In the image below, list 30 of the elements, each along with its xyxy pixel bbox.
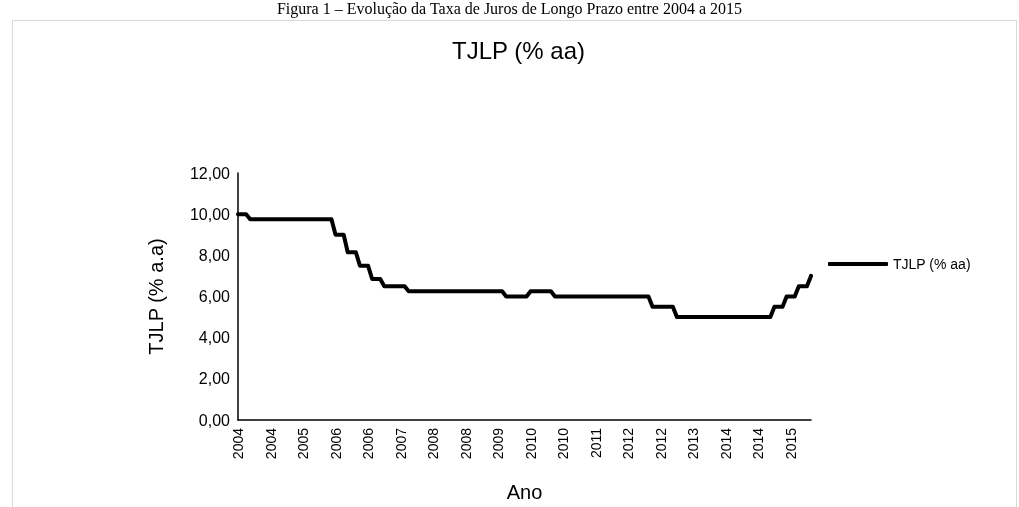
x-tick-label: 2013 bbox=[685, 427, 702, 460]
x-tick-label: 2005 bbox=[295, 427, 312, 460]
chart-title: TJLP (% aa) bbox=[452, 36, 585, 64]
x-tick-label: 2006 bbox=[327, 427, 344, 460]
y-tick-label: 8,00 bbox=[198, 246, 231, 264]
y-axis-title: TJLP (% a.a) bbox=[145, 238, 167, 355]
x-tick-label: 2012 bbox=[620, 427, 637, 460]
x-tick-label: 2004 bbox=[230, 427, 246, 460]
x-tick-label: 2008 bbox=[425, 427, 442, 460]
y-tick-label: 10,00 bbox=[189, 205, 231, 223]
y-tick-label: 4,00 bbox=[198, 329, 231, 347]
y-tick-label: 0,00 bbox=[198, 411, 231, 429]
x-tick-label: 2010 bbox=[555, 427, 572, 460]
x-tick-label: 2015 bbox=[782, 427, 799, 460]
x-tick-label: 2007 bbox=[392, 427, 409, 460]
text: Figura 1 – Evolução da Taxa de Juros de Longo Prazo entre 2004 a 2015 bbox=[275, 0, 744, 18]
x-tick-label: 2010 bbox=[522, 427, 539, 460]
x-tick-label: 2011 bbox=[587, 427, 604, 459]
x-tick-label: 2014 bbox=[750, 427, 767, 460]
x-tick-label: 2004 bbox=[262, 427, 279, 460]
y-tick-label: 12,00 bbox=[189, 164, 231, 182]
y-tick-label: 2,00 bbox=[198, 370, 231, 388]
x-tick-label: 2014 bbox=[717, 427, 734, 460]
y-tick-label: 6,00 bbox=[198, 288, 231, 305]
x-tick-label: 2008 bbox=[457, 427, 474, 460]
x-tick-label: 2009 bbox=[490, 427, 507, 460]
x-axis-title: Ano bbox=[506, 481, 543, 503]
x-tick-label: 2006 bbox=[360, 427, 377, 460]
x-tick-label: 2012 bbox=[652, 427, 669, 460]
legend-label: TJLP (% aa) bbox=[893, 256, 971, 272]
